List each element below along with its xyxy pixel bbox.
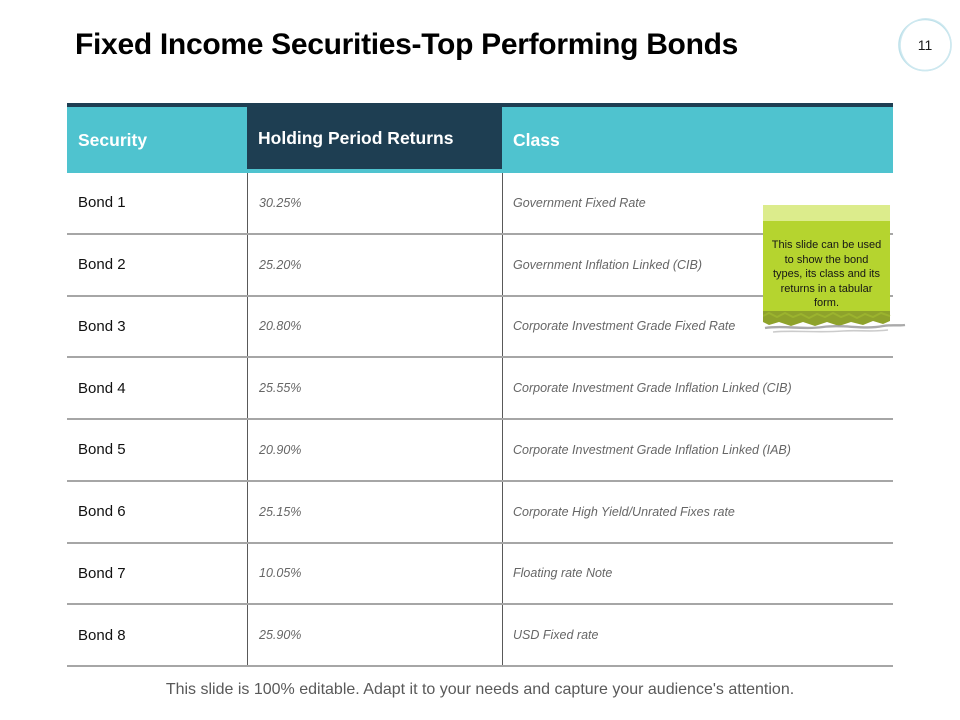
- class-cell: Government Inflation Linked (CIB): [502, 234, 893, 295]
- table-row: Bond 8 25.90% USD Fixed rate: [67, 605, 893, 667]
- security-cell: Bond 5: [78, 441, 126, 459]
- sticky-note-top-strip: [763, 205, 890, 221]
- table-header-row: Security Holding Period Returns Class: [67, 103, 893, 173]
- sticky-note-torn-edge-icon: [763, 311, 906, 333]
- returns-cell: 20.90%: [247, 420, 502, 480]
- table-body: Bond 1 30.25% Government Fixed Rate Bond…: [67, 173, 893, 667]
- slide-title: Fixed Income Securities-Top Performing B…: [75, 28, 739, 61]
- returns-cell: 25.55%: [247, 358, 502, 418]
- returns-cell: 20.80%: [247, 296, 502, 357]
- table-row: Bond 1 30.25% Government Fixed Rate: [67, 173, 893, 235]
- class-cell: Corporate High Yield/Unrated Fixes rate: [502, 481, 893, 542]
- footer-note: This slide is 100% editable. Adapt it to…: [165, 681, 795, 698]
- table-row: Bond 2 25.20% Government Inflation Linke…: [67, 234, 893, 297]
- security-cell: Bond 7: [78, 564, 126, 582]
- returns-cell: 25.20%: [247, 234, 502, 295]
- table-row: Bond 4 25.55% Corporate Investment Grade…: [67, 358, 893, 420]
- page-number-badge: 11: [896, 16, 954, 74]
- sticky-note-text: This slide can be used to show the bond …: [771, 239, 882, 309]
- returns-cell: 30.25%: [247, 173, 502, 233]
- security-cell: Bond 2: [78, 256, 126, 274]
- security-cell: Bond 3: [78, 317, 126, 335]
- sticky-note: This slide can be used to show the bond …: [763, 205, 906, 333]
- returns-cell: 25.15%: [247, 481, 502, 542]
- header-security: Security: [78, 129, 148, 150]
- header-class: Class: [513, 129, 560, 150]
- class-cell: Government Fixed Rate: [502, 173, 893, 233]
- table-row: Bond 7 10.05% Floating rate Note: [67, 543, 893, 606]
- hand-drawn-circle-icon: [898, 18, 952, 72]
- returns-cell: 25.90%: [247, 605, 502, 665]
- security-cell: Bond 8: [78, 626, 126, 644]
- class-cell: Corporate Investment Grade Fixed Rate: [502, 296, 893, 357]
- page-number: 11: [917, 37, 933, 53]
- bonds-table: Security Holding Period Returns Class Bo…: [67, 103, 893, 667]
- table-row: Bond 3 20.80% Corporate Investment Grade…: [67, 296, 893, 359]
- returns-cell: 10.05%: [247, 543, 502, 604]
- security-cell: Bond 1: [78, 194, 126, 212]
- security-cell: Bond 6: [78, 503, 126, 521]
- table-row: Bond 5 20.90% Corporate Investment Grade…: [67, 420, 893, 482]
- class-cell: USD Fixed rate: [502, 605, 893, 665]
- security-cell: Bond 4: [78, 379, 126, 397]
- class-cell: Floating rate Note: [502, 543, 893, 604]
- class-cell: Corporate Investment Grade Inflation Lin…: [502, 358, 893, 418]
- class-cell: Corporate Investment Grade Inflation Lin…: [502, 420, 893, 480]
- table-row: Bond 6 25.15% Corporate High Yield/Unrat…: [67, 481, 893, 544]
- header-holding-period-returns: Holding Period Returns: [247, 107, 502, 173]
